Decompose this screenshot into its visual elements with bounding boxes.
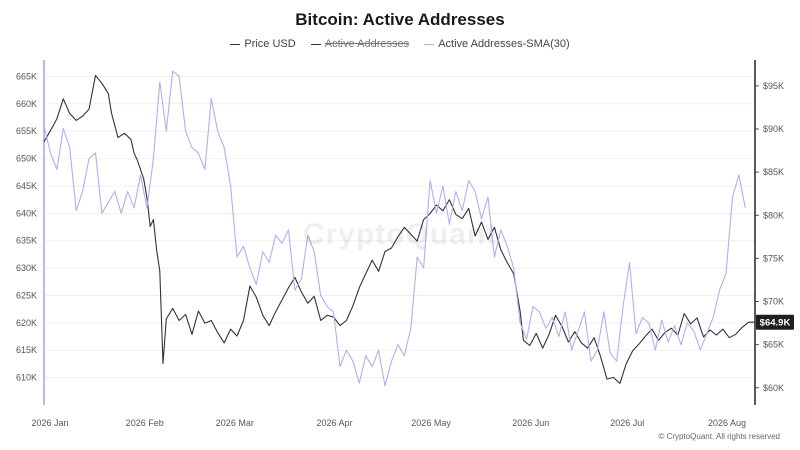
legend-item-price-usd[interactable]: Price USD xyxy=(230,38,296,50)
y-right-tick-label: $75K xyxy=(763,253,784,263)
y-left-tick-label: 635K xyxy=(16,236,37,246)
x-tick-label: 2026 Aug xyxy=(708,418,746,428)
x-tick-label: 2026 Mar xyxy=(216,418,254,428)
price-tag-box xyxy=(756,314,794,330)
legend-swatch-price xyxy=(230,43,241,45)
y-left-tick-label: 660K xyxy=(16,99,37,109)
x-tick-label: 2026 Jun xyxy=(512,418,549,428)
legend-item-active-addresses[interactable]: Active Addresses xyxy=(310,38,410,50)
grid-lines xyxy=(44,75,755,379)
y-left-tick-label: 640K xyxy=(16,208,37,218)
y-right-tick-label: $95K xyxy=(763,81,784,91)
y-right-tick-label: $60K xyxy=(763,383,784,393)
y-left-tick-label: 630K xyxy=(16,263,37,273)
x-tick-label: 2026 Jul xyxy=(610,418,644,428)
legend-item-sma[interactable]: Active Addresses-SMA(30) xyxy=(424,38,570,50)
x-tick-label: 2026 Jan xyxy=(31,418,68,428)
y-right-tick-label: $90K xyxy=(763,124,784,134)
y-left-tick-label: 655K xyxy=(16,126,37,136)
y-axis-left: 610K 615K 620K 625K 630K 635K 640K 645K 650K 655K… xyxy=(16,60,45,405)
legend-label-price: Price USD xyxy=(244,38,296,50)
y-left-tick-label: 615K xyxy=(16,345,37,355)
y-right-tick-label: $70K xyxy=(763,297,784,307)
series-line-active-addresses-sma xyxy=(43,70,746,387)
y-left-tick-label: 625K xyxy=(16,290,37,300)
y-left-tick-label: 650K xyxy=(16,154,37,164)
watermark-logo: CryptoQuant xyxy=(302,218,498,251)
y-right-tick-label: $80K xyxy=(763,210,784,220)
chart-title: Bitcoin: Active Addresses xyxy=(295,10,505,29)
y-axis-right: $60K $65K $70K $75K $80K $85K $90K $95K xyxy=(754,60,784,405)
x-tick-label: 2026 May xyxy=(411,418,451,428)
legend-label-sma: Active Addresses-SMA(30) xyxy=(438,38,570,50)
legend-label-active: Active Addresses xyxy=(324,38,410,50)
y-left-tick-label: 665K xyxy=(16,71,37,81)
series-layer xyxy=(43,70,755,387)
y-left-tick-label: 610K xyxy=(16,373,37,383)
y-left-tick-label: 645K xyxy=(16,181,37,191)
series-line-price-usd xyxy=(43,74,755,384)
legend-swatch-active xyxy=(310,43,321,45)
price-tag-label: $64.9K xyxy=(760,318,791,329)
y-right-tick-label: $85K xyxy=(763,167,784,177)
copyright-credit: © CryptoQuant. All rights reserved xyxy=(658,432,781,441)
legend: Price USD Active Addresses Active Addres… xyxy=(0,38,800,50)
x-tick-label: 2026 Apr xyxy=(317,418,353,428)
x-axis: 2026 Jan 2026 Feb 2026 Mar 2026 Apr 2026 May… xyxy=(31,418,746,428)
y-left-tick-label: 620K xyxy=(16,318,37,328)
price-tag: $64.9K xyxy=(756,314,794,330)
x-tick-label: 2026 Feb xyxy=(126,418,164,428)
legend-swatch-sma xyxy=(424,43,435,45)
y-right-tick-label: $65K xyxy=(763,340,784,350)
